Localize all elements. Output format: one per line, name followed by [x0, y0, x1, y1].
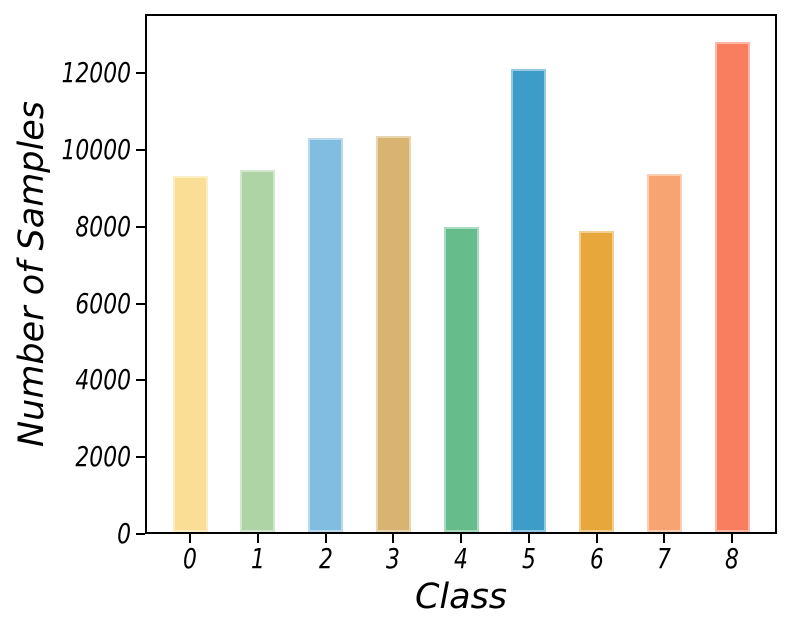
x-tick-label: 2: [318, 542, 333, 575]
bar-class-4: [443, 227, 479, 532]
y-tick-mark: [136, 149, 145, 152]
plot-area: [145, 14, 777, 534]
x-tick-mark: [324, 534, 327, 543]
x-tick-label: 6: [589, 542, 604, 575]
bar-class-0: [172, 175, 208, 532]
bar-class-7: [646, 173, 682, 532]
y-tick-label: 12000: [61, 56, 131, 90]
y-tick-label: 0: [117, 517, 131, 550]
bars-container: [147, 16, 775, 532]
y-tick-label: 4000: [75, 363, 131, 397]
x-tick-label: 1: [250, 542, 265, 575]
y-axis-label: Number of Samples: [12, 100, 52, 448]
x-tick-label: 3: [386, 542, 401, 575]
x-tick-label: 7: [657, 542, 672, 575]
bar-class-8: [714, 42, 750, 532]
y-tick-label: 2000: [75, 440, 131, 474]
x-tick-label: 0: [183, 542, 197, 575]
bar-class-6: [579, 231, 614, 532]
bar-class-1: [240, 170, 276, 532]
y-tick-mark: [136, 302, 145, 305]
x-tick-mark: [460, 534, 462, 543]
x-axis-label: Class: [414, 577, 508, 617]
y-tick-label: 8000: [75, 209, 131, 243]
x-tick-mark: [392, 534, 395, 543]
bar-class-2: [308, 137, 343, 532]
bar-class-5: [511, 69, 547, 532]
y-tick-mark: [136, 72, 145, 75]
y-tick-mark: [136, 379, 145, 382]
x-tick-label: 8: [725, 542, 739, 575]
x-tick-mark: [527, 534, 530, 543]
x-tick-label: 4: [454, 542, 468, 575]
x-tick-mark: [256, 534, 259, 543]
x-tick-mark: [189, 534, 191, 543]
y-tick-label: 6000: [75, 286, 131, 320]
y-tick-mark: [136, 225, 145, 228]
y-tick-mark: [136, 533, 145, 535]
x-tick-mark: [731, 534, 733, 543]
y-tick-mark: [136, 456, 145, 459]
x-tick-label: 5: [521, 542, 536, 575]
bar-class-3: [375, 135, 411, 532]
x-tick-mark: [595, 534, 598, 543]
y-tick-label: 10000: [61, 133, 131, 167]
x-tick-mark: [663, 534, 666, 543]
